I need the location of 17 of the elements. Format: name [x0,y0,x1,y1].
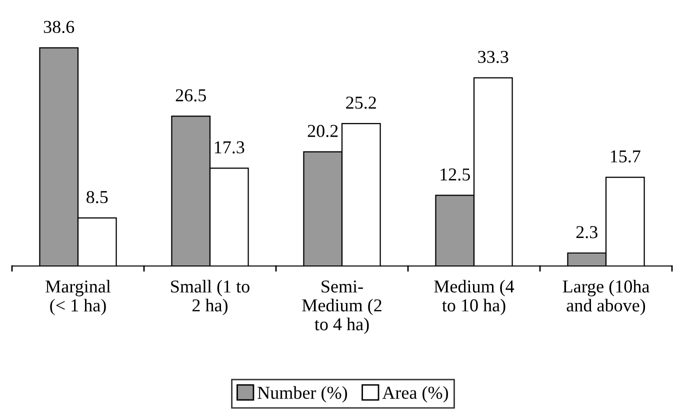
legend-label: Area (%) [382,386,448,403]
data-label: 20.2 [308,124,338,138]
data-label: 15.7 [610,150,640,163]
x-tick-label: Large (10ha and above) [562,280,650,316]
data-label: 8.5 [86,190,108,204]
legend-label: Number (%) [258,386,348,403]
data-label: 26.5 [176,89,206,102]
data-label: 33.3 [478,50,508,64]
x-tick-label: Small (1 to 2 ha) [171,280,250,316]
data-label: 25.2 [346,96,376,109]
data-label: 17.3 [214,141,244,154]
x-tick-label: Semi- Medium (2 to 4 ha) [302,280,382,334]
x-tick-label: Marginal (< 1 ha) [46,280,111,316]
data-label: 12.5 [440,168,470,181]
x-tick-label: Medium (4 to 10 ha) [434,280,514,316]
data-label: 2.3 [576,226,598,238]
data-label: 38.6 [44,20,74,34]
